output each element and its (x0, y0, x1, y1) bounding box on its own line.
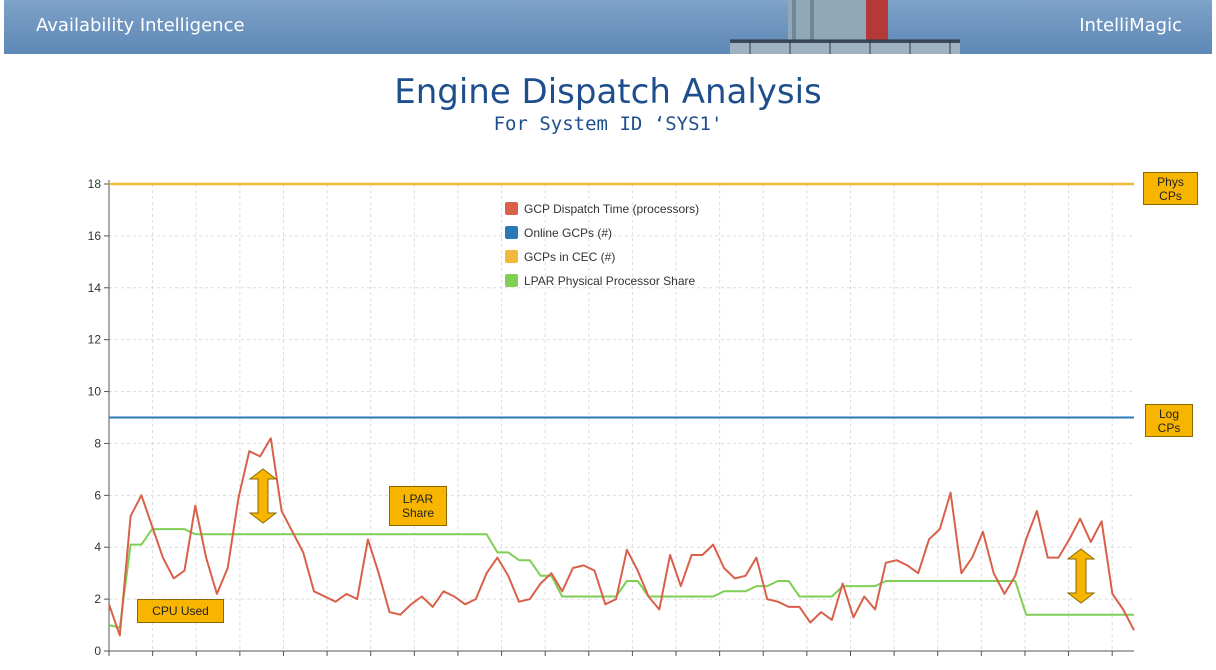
double-arrow-icon (1066, 548, 1096, 604)
legend-label: GCP Dispatch Time (processors) (524, 202, 699, 216)
y-tick-label: 10 (88, 385, 102, 399)
log-cps-callout: Log CPs (1145, 404, 1193, 437)
y-tick-label: 6 (94, 488, 101, 502)
legend-label: Online GCPs (#) (524, 226, 612, 240)
legend-swatch (505, 202, 518, 215)
page-subtitle: For System ID ‘SYS1' (493, 113, 723, 135)
series-line-lpar-share (108, 528, 1134, 629)
legend-swatch (505, 274, 518, 287)
legend-label: GCPs in CEC (#) (524, 250, 615, 264)
y-tick-label: 12 (88, 333, 102, 347)
legend-swatch (505, 226, 518, 239)
phys-cps-callout: Phys CPs (1143, 172, 1198, 205)
y-tick-label: 18 (88, 177, 102, 191)
lpar-share-callout: LPAR Share (389, 486, 447, 526)
series-line-gcp-dispatch (108, 437, 1135, 637)
brand-logo-text: IntelliMagic (1079, 15, 1182, 36)
cpu-used-callout: CPU Used (137, 599, 224, 623)
legend-swatch (505, 250, 518, 263)
y-tick-label: 4 (94, 540, 101, 554)
y-tick-label: 8 (94, 436, 101, 450)
y-tick-label: 16 (88, 229, 102, 243)
legend-label: LPAR Physical Processor Share (524, 274, 696, 288)
y-tick-label: 0 (94, 644, 101, 658)
y-tick-label: 2 (94, 592, 101, 606)
tower-image (730, 0, 960, 54)
double-arrow-icon (248, 468, 278, 524)
header-banner: Availability Intelligence IntelliMagic (4, 0, 1212, 54)
y-tick-label: 14 (88, 281, 102, 295)
page-title: Engine Dispatch Analysis (394, 72, 822, 112)
product-name: Availability Intelligence (36, 15, 245, 36)
